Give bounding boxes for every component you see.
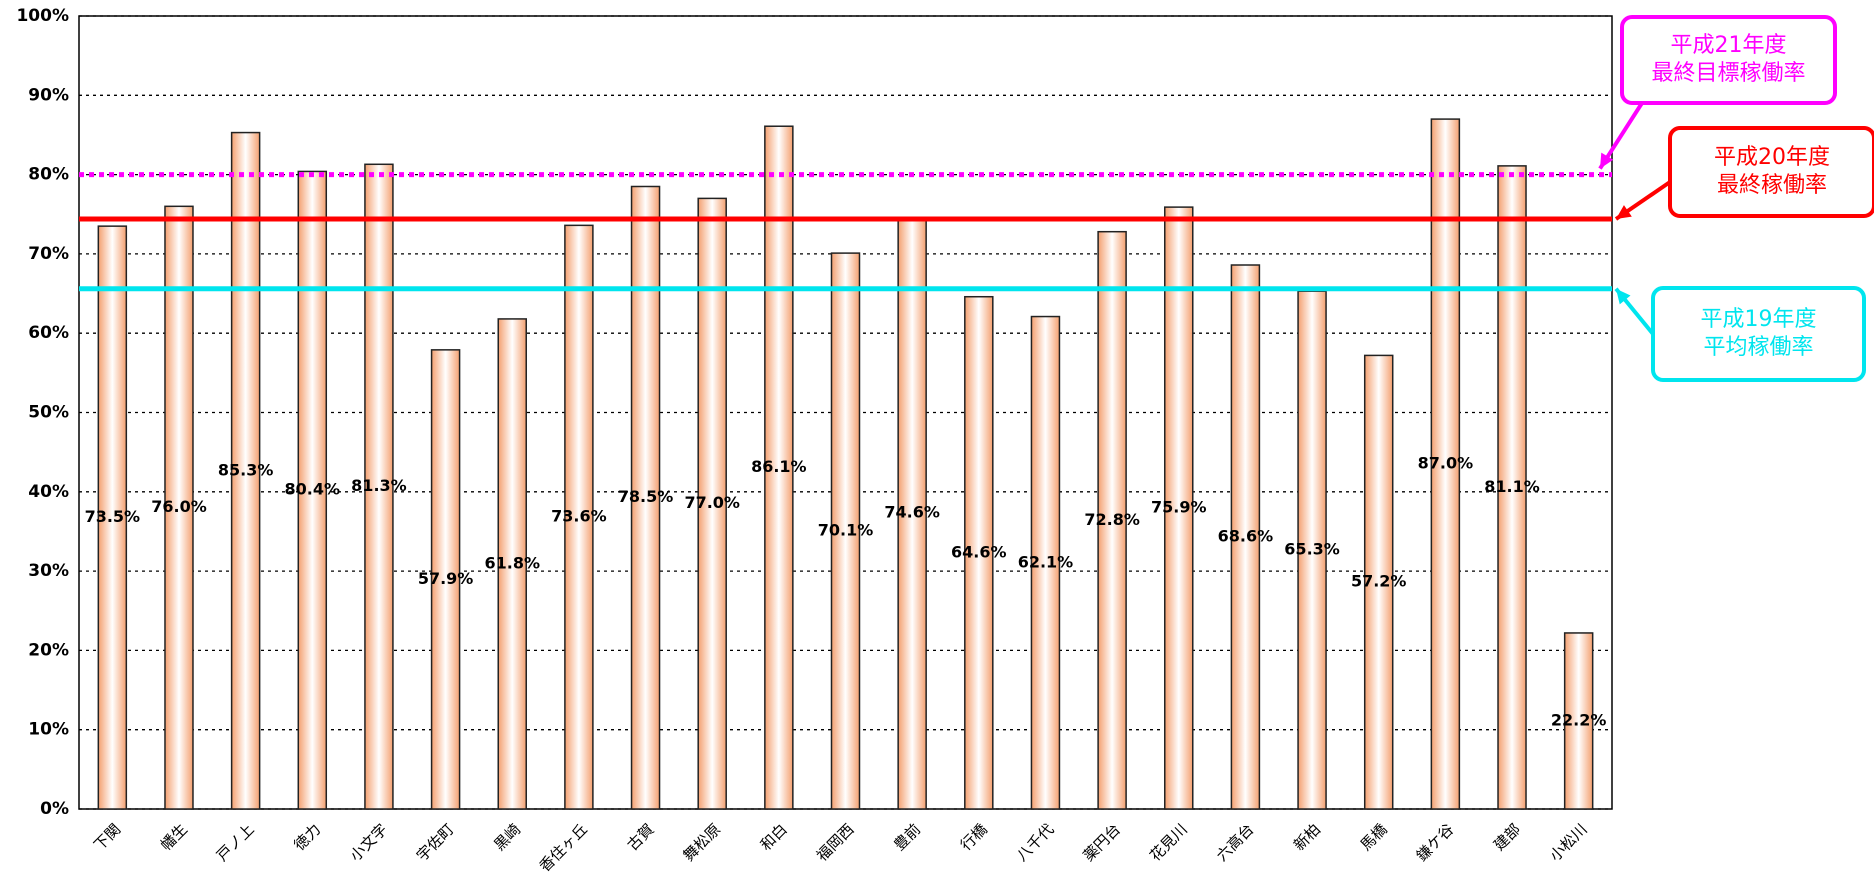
- annotation-text: 最終目標稼働率: [1651, 61, 1805, 86]
- x-tick-label: 小文字: [346, 820, 391, 865]
- annotation-text: 平均稼働率: [1703, 335, 1813, 360]
- x-tick-label: 行橋: [957, 820, 991, 854]
- annotation-box: [1668, 126, 1874, 218]
- x-tick-label: 香住ヶ丘: [536, 820, 591, 875]
- annotation-text: 最終稼働率: [1717, 173, 1827, 198]
- value-label: 68.6%: [1218, 527, 1274, 546]
- value-label: 61.8%: [484, 553, 540, 572]
- bar: [297, 170, 328, 810]
- x-tick-label: 古賀: [624, 820, 658, 854]
- x-tick-label: 建部: [1490, 820, 1524, 854]
- bar: [1164, 206, 1194, 810]
- value-label: 22.2%: [1551, 710, 1607, 729]
- value-label: 75.9%: [1151, 498, 1207, 517]
- x-tick-label: 和白: [757, 820, 791, 854]
- y-tick-label: 100%: [16, 6, 69, 26]
- bar: [964, 295, 994, 810]
- bar: [230, 131, 261, 810]
- bar: [1363, 354, 1394, 810]
- bar: [830, 252, 861, 810]
- y-tick-label: 50%: [28, 403, 69, 423]
- value-label: 87.0%: [1418, 454, 1474, 473]
- bar: [97, 225, 128, 810]
- x-tick-label: 舞松原: [680, 820, 725, 865]
- annotation-box: [1651, 286, 1866, 382]
- value-label: 65.3%: [1284, 540, 1340, 559]
- x-tick-label: 花見川: [1146, 820, 1191, 865]
- x-tick-label: 黒崎: [490, 820, 524, 854]
- bar: [1297, 290, 1327, 810]
- value-label: 62.1%: [1018, 552, 1074, 571]
- value-label: 73.5%: [85, 507, 141, 526]
- y-tick-label: 30%: [28, 561, 69, 581]
- y-tick-label: 40%: [28, 482, 69, 502]
- bar: [164, 205, 194, 810]
- x-tick-label: 幡生: [157, 820, 191, 854]
- x-tick-label: 薬円台: [1080, 820, 1125, 865]
- x-tick-label: 新柏: [1290, 820, 1324, 854]
- bar: [364, 163, 394, 810]
- value-label: 70.1%: [818, 521, 874, 540]
- value-label: 72.8%: [1084, 510, 1140, 529]
- value-label: 80.4%: [285, 480, 341, 499]
- bar: [697, 197, 727, 810]
- bar: [1030, 315, 1061, 810]
- arrow-head: [1616, 288, 1631, 305]
- y-tick-label: 60%: [28, 323, 69, 343]
- value-label: 76.0%: [151, 497, 207, 516]
- value-label: 85.3%: [218, 460, 274, 479]
- x-tick-label: 徳力: [290, 820, 324, 854]
- x-tick-label: 宇佐町: [413, 820, 458, 865]
- value-label: 57.9%: [418, 569, 474, 588]
- value-label: 74.6%: [884, 503, 940, 522]
- y-tick-label: 80%: [28, 165, 69, 185]
- x-tick-label: 下関: [90, 820, 124, 854]
- value-label: 86.1%: [751, 457, 807, 476]
- bar: [1097, 230, 1127, 810]
- annotation-box: [1620, 15, 1837, 105]
- bar: [1497, 165, 1527, 810]
- y-tick-label: 90%: [28, 85, 69, 105]
- x-tick-label: 八千代: [1013, 820, 1058, 865]
- x-tick-label: 小松川: [1546, 820, 1591, 865]
- bar: [1430, 118, 1461, 810]
- x-tick-label: 鎌ケ谷: [1413, 820, 1458, 865]
- y-tick-label: 0%: [40, 799, 69, 819]
- annotation-text: 平成19年度: [1701, 307, 1817, 332]
- annotation-text: 平成20年度: [1714, 145, 1830, 170]
- x-tick-label: 福岡西: [813, 820, 858, 865]
- y-tick-label: 20%: [28, 640, 69, 660]
- value-label: 78.5%: [618, 487, 674, 506]
- y-tick-label: 70%: [28, 244, 69, 264]
- bar: [764, 125, 794, 810]
- bar: [497, 318, 527, 810]
- value-label: 64.6%: [951, 542, 1007, 561]
- value-label: 81.3%: [351, 476, 407, 495]
- bar: [897, 216, 927, 810]
- bar: [1230, 264, 1261, 810]
- bar: [564, 224, 594, 810]
- y-tick-label: 10%: [28, 720, 69, 740]
- arrow-head: [1600, 152, 1614, 169]
- x-tick-label: 豊前: [890, 820, 924, 854]
- x-tick-label: 六高台: [1213, 820, 1258, 865]
- value-label: 81.1%: [1484, 477, 1540, 496]
- annotation-text: 平成21年度: [1671, 33, 1787, 58]
- value-label: 77.0%: [684, 493, 740, 512]
- x-tick-label: 馬橋: [1357, 820, 1391, 854]
- bar: [1563, 632, 1594, 810]
- value-label: 73.6%: [551, 507, 607, 526]
- arrow-head: [1616, 205, 1632, 220]
- value-label: 57.2%: [1351, 572, 1407, 591]
- x-tick-label: 戸ノ上: [213, 820, 258, 865]
- bar: [430, 349, 461, 810]
